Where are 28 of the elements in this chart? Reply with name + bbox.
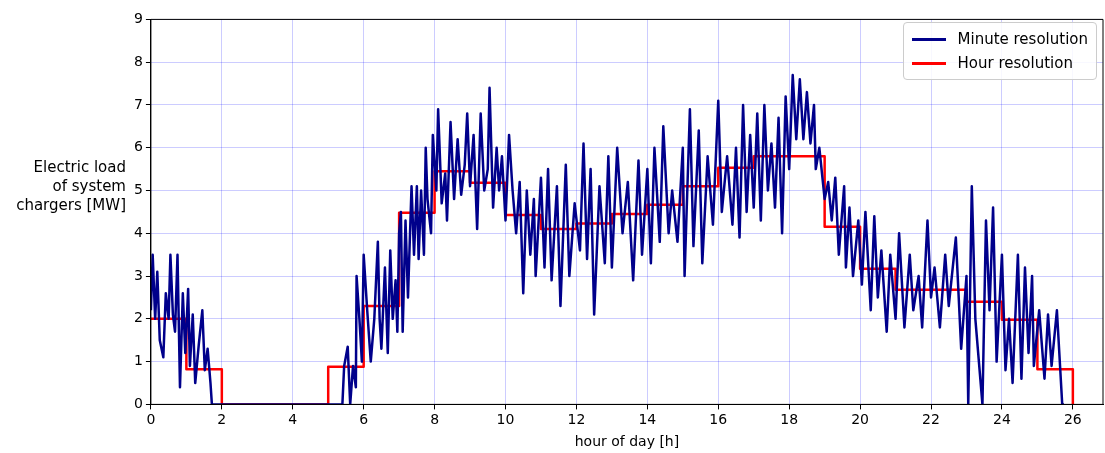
y-tick-label: 3	[133, 266, 143, 283]
y-tick-label: 6	[133, 138, 143, 155]
x-tick-label: 10	[496, 411, 515, 428]
x-tick-label: 8	[430, 411, 440, 428]
x-axis-title: hour of day [h]	[574, 433, 680, 450]
x-tick-label: 24	[993, 411, 1011, 428]
y-tick-label: 4	[133, 223, 143, 240]
y-axis-title: Electric load of system chargers [MW]	[15, 158, 126, 215]
legend-label: Minute resolution	[957, 30, 1088, 48]
x-tick-label: 16	[709, 411, 728, 428]
x-tick-label: 6	[359, 411, 369, 428]
y-tick-label: 2	[133, 309, 143, 326]
x-tick-label: 26	[1063, 411, 1082, 428]
y-tick-label: 9	[133, 10, 143, 27]
x-tick-label: 4	[288, 411, 298, 428]
x-tick-label: 22	[922, 411, 940, 428]
y-tick-label: 1	[133, 352, 143, 369]
y-tick-label: 0	[133, 395, 143, 412]
x-tick-label: 20	[851, 411, 870, 428]
x-tick-label: 12	[567, 411, 586, 428]
x-tick-label: 2	[217, 411, 227, 428]
x-tick-label: 14	[638, 411, 657, 428]
y-tick-label: 7	[133, 95, 143, 112]
y-tick-label: 5	[133, 181, 143, 198]
x-tick-label: 0	[146, 411, 156, 428]
y-tick-label: 8	[133, 52, 143, 69]
legend-label: Hour resolution	[957, 54, 1073, 72]
x-tick-label: 18	[780, 411, 799, 428]
